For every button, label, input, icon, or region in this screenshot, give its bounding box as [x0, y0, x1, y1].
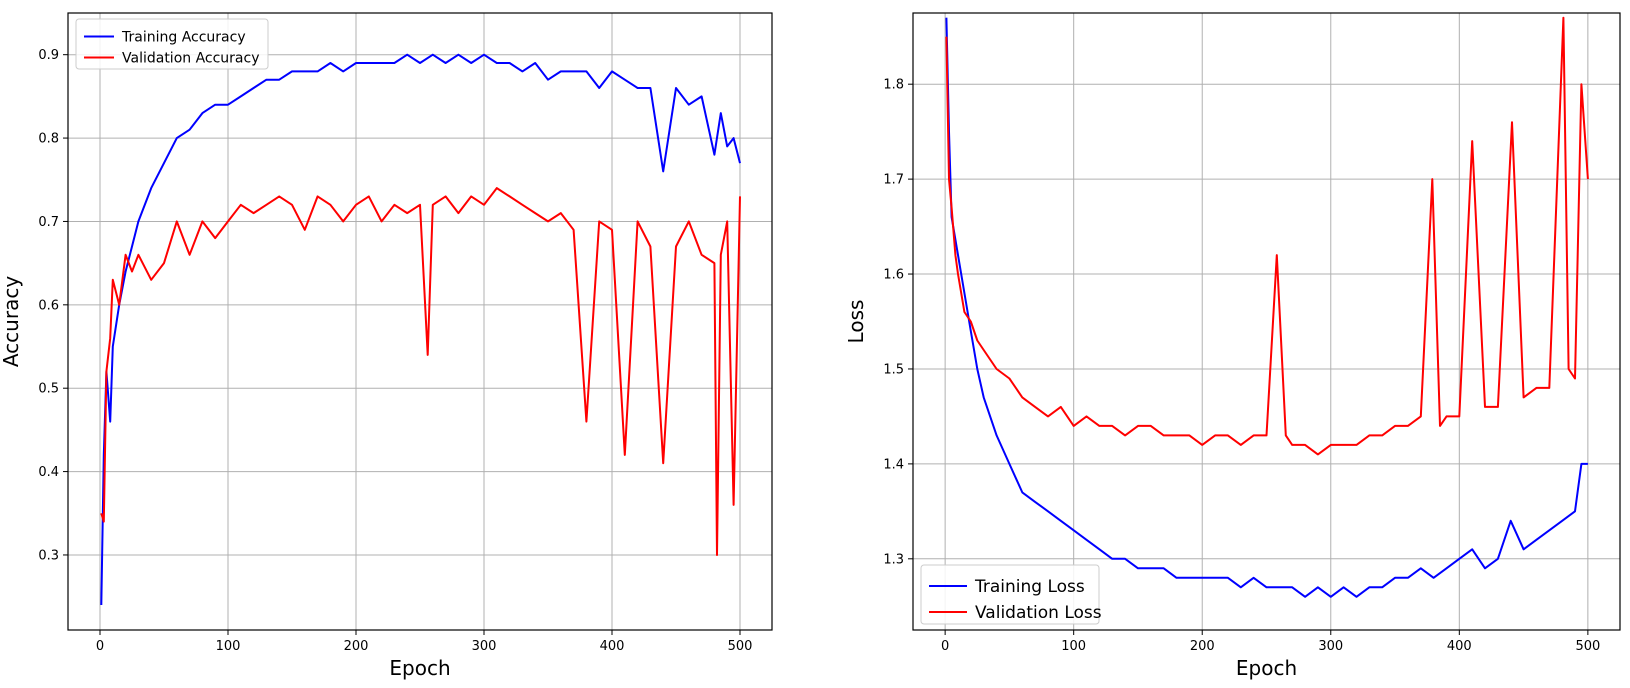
- y-axis-label: Loss: [844, 300, 868, 344]
- legend-label: Training Accuracy: [121, 30, 246, 46]
- x-tick-label: 500: [728, 639, 753, 654]
- x-tick-label: 0: [96, 639, 104, 654]
- x-tick-label: 100: [216, 639, 241, 654]
- axes-frame: [67, 12, 773, 631]
- y-tick-label: 1.6: [883, 268, 904, 283]
- x-tick-label: 300: [472, 639, 497, 654]
- y-tick-label: 0.9: [38, 48, 59, 63]
- x-tick-label: 0: [941, 639, 949, 654]
- accuracy-series-validation-line: [100, 187, 741, 556]
- axes-frame: [912, 12, 1621, 631]
- y-tick-label: 1.8: [883, 78, 904, 93]
- legend: Training Loss Validation Loss: [920, 564, 1102, 625]
- x-axis-label: Epoch: [389, 656, 450, 680]
- legend-box: [920, 564, 1100, 625]
- loss-series-training-line: [945, 17, 1588, 598]
- x-tick-label: 100: [1061, 639, 1086, 654]
- y-tick-label: 0.7: [38, 215, 59, 230]
- x-tick-label: 400: [1447, 639, 1472, 654]
- y-tick-label: 0.8: [38, 132, 59, 147]
- x-tick-label: 200: [1190, 639, 1215, 654]
- y-tick-label: 0.5: [38, 382, 59, 397]
- y-tick-label: 1.5: [883, 362, 904, 377]
- y-tick-label: 1.3: [883, 552, 904, 567]
- y-tick-label: 1.7: [883, 173, 904, 188]
- y-tick-label: 0.4: [38, 465, 59, 480]
- x-tick-label: 200: [344, 639, 369, 654]
- loss-chart: 0 100 200 300 400 500 1.3 1.4 1.5 1.6 1.7 1.8 Epoch L…: [844, 12, 1621, 680]
- x-tick-label: 300: [1318, 639, 1343, 654]
- y-axis-label: Accuracy: [0, 276, 23, 367]
- x-tick-label: 500: [1575, 639, 1600, 654]
- y-tick-label: 0.6: [38, 298, 59, 313]
- legend-label: Training Loss: [974, 577, 1085, 597]
- legend-label: Validation Loss: [975, 603, 1102, 623]
- x-axis-label: Epoch: [1236, 656, 1297, 680]
- accuracy-series-training-line: [100, 53, 741, 606]
- legend-box: [75, 18, 269, 70]
- x-tick-label: 400: [600, 639, 625, 654]
- legend: Training Accuracy Validation Accuracy: [75, 18, 269, 70]
- accuracy-chart: 0 100 200 300 400 500 0.3 0.4 0.5 0.6 0.7 0.8 0.9 Epo…: [0, 12, 773, 680]
- loss-series-validation-line: [945, 16, 1589, 456]
- y-tick-label: 1.4: [883, 457, 904, 472]
- y-tick-label: 0.3: [38, 548, 59, 563]
- legend-label: Validation Accuracy: [122, 51, 260, 67]
